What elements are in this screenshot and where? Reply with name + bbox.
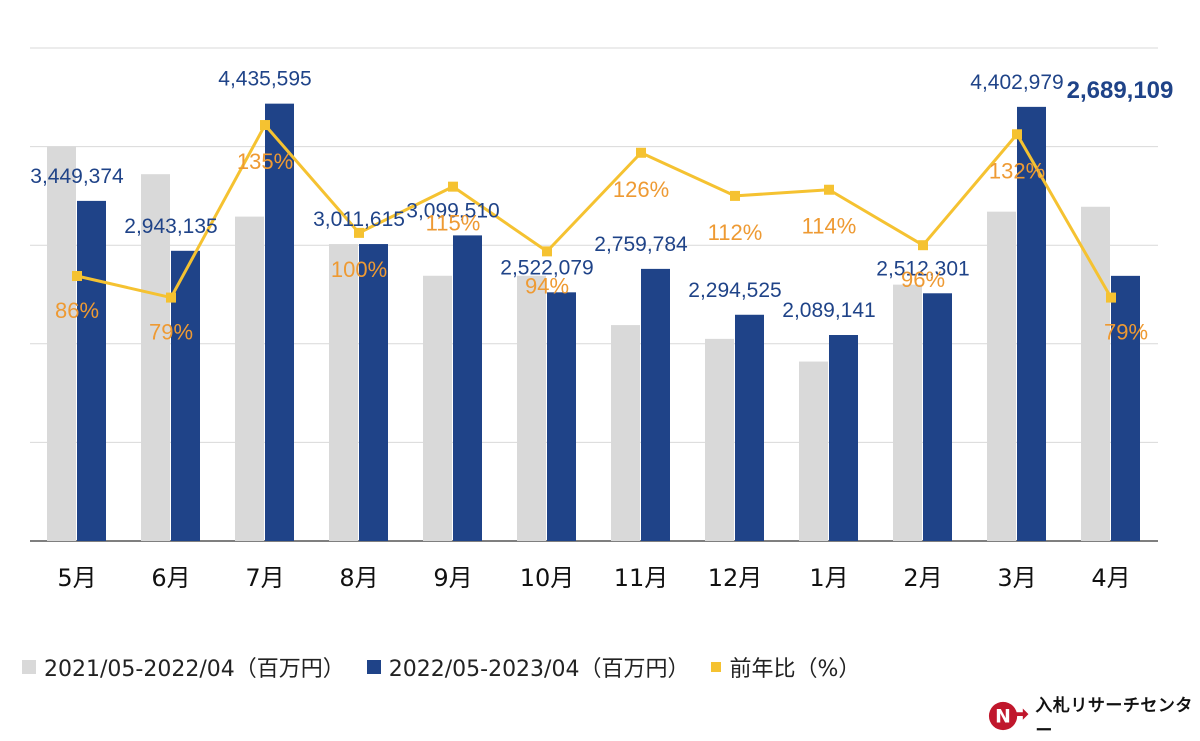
x-tick-label: 4月 (1091, 564, 1130, 592)
yoy-value-label: 94% (525, 273, 569, 298)
x-tick-label: 7月 (245, 564, 284, 592)
bar-2021 (517, 275, 546, 541)
logo-mark-icon: N (988, 701, 1029, 731)
x-tick-label: 8月 (339, 564, 378, 592)
legend-swatch-yoy (711, 662, 722, 672)
bar-value-label: 3,099,510 (406, 199, 499, 222)
bar-2022 (547, 292, 576, 541)
yoy-value-label: 112% (708, 220, 763, 245)
bar-value-label: 4,435,595 (218, 68, 311, 91)
bar-2021 (705, 338, 734, 541)
legend-item-2022[interactable]: 2022/05-2023/04（百万円） (366, 651, 690, 683)
yoy-value-label: 126% (613, 177, 669, 202)
bar-2022 (1111, 275, 1140, 541)
bar-value-label: 2,943,135 (124, 215, 217, 238)
x-tick-label: 3月 (997, 564, 1036, 592)
yoy-value-label: 79% (1104, 320, 1148, 345)
chart: 5月 6月 7月 8月 9月 10月 11月 12月 1月 2月 3月 4月 3,449,374 2,94… (30, 47, 1174, 592)
bar-value-label: 2,089,141 (782, 299, 875, 322)
yoy-value-label: 96% (901, 267, 945, 292)
bar-2021 (235, 216, 264, 541)
bar-value-label: 4,402,979 (970, 71, 1063, 94)
bar-2022 (453, 235, 482, 542)
yoy-point (824, 184, 834, 195)
yoy-point (918, 240, 928, 251)
bar-2021 (799, 361, 828, 541)
yoy-point (260, 120, 270, 131)
yoy-value-label: 79% (149, 320, 193, 345)
bar-2021 (47, 146, 76, 541)
x-tick-label: 5月 (57, 564, 96, 592)
x-tick-label: 9月 (433, 564, 472, 592)
x-tick-label: 1月 (809, 564, 848, 592)
bar-value-label: 2,689,109 (1067, 77, 1174, 104)
x-tick-label: 12月 (708, 564, 763, 592)
x-tick-label: 11月 (614, 564, 669, 592)
yoy-value-label: 115% (426, 211, 481, 236)
bar-value-label: 2,512,301 (876, 257, 969, 280)
bar-2022 (359, 244, 388, 542)
x-tick-label: 6月 (151, 564, 190, 592)
bar-2022 (77, 200, 106, 541)
yoy-value-label: 114% (802, 214, 857, 239)
bar-2021 (1081, 206, 1110, 541)
bar-2022 (735, 314, 764, 541)
logo: N 入札リサーチセンター (988, 696, 1200, 741)
yoy-line (76, 123, 1113, 300)
logo-text: 入札リサーチセンター (1035, 696, 1193, 741)
legend: 2021/05-2022/04（百万円） 2022/05-2023/04（百万円… (22, 652, 882, 682)
bar-value-label: 2,522,079 (500, 256, 593, 279)
yoy-point (730, 190, 740, 201)
yoy-point (72, 271, 82, 282)
yoy-point (1106, 292, 1116, 303)
yoy-value-label: 100% (331, 257, 387, 282)
yoy-point (166, 292, 176, 303)
x-tick-label: 2月 (903, 564, 942, 592)
yoy-point (354, 227, 364, 238)
bar-value-label: 3,449,374 (30, 165, 124, 188)
bar-value-label: 2,759,784 (594, 233, 688, 256)
bar-2022 (265, 103, 294, 541)
bar-2021 (423, 275, 452, 541)
yoy-point (636, 147, 646, 158)
legend-label-2022: 2022/05-2023/04（百万円） (388, 657, 690, 682)
legend-label-yoy: 前年比（%） (729, 657, 861, 682)
bar-2022 (641, 268, 670, 541)
yoy-point (448, 181, 458, 192)
legend-item-2021[interactable]: 2021/05-2022/04（百万円） (22, 651, 345, 683)
bar-2021 (329, 244, 358, 542)
bar-value-label: 3,011,615 (313, 208, 405, 231)
bar-2021 (141, 174, 170, 541)
legend-swatch-2022 (366, 660, 381, 674)
bar-2021 (611, 325, 640, 541)
bar-2022 (829, 335, 858, 541)
bar-2021 (987, 211, 1016, 541)
yoy-point (542, 246, 552, 257)
yoy-point (1012, 129, 1022, 140)
bar-value-label: 2,294,525 (688, 279, 781, 302)
x-tick-label: 10月 (520, 564, 575, 592)
svg-text:N: N (995, 707, 1011, 728)
yoy-value-label: 86% (55, 298, 99, 323)
yoy-value-label: 132% (989, 158, 1045, 183)
legend-label-2021: 2021/05-2022/04（百万円） (44, 657, 345, 682)
bar-2021 (893, 284, 922, 541)
legend-item-yoy[interactable]: 前年比（%） (711, 651, 860, 683)
legend-swatch-2021 (22, 660, 36, 674)
bar-2022 (923, 293, 952, 541)
yoy-value-label: 135% (237, 149, 293, 174)
